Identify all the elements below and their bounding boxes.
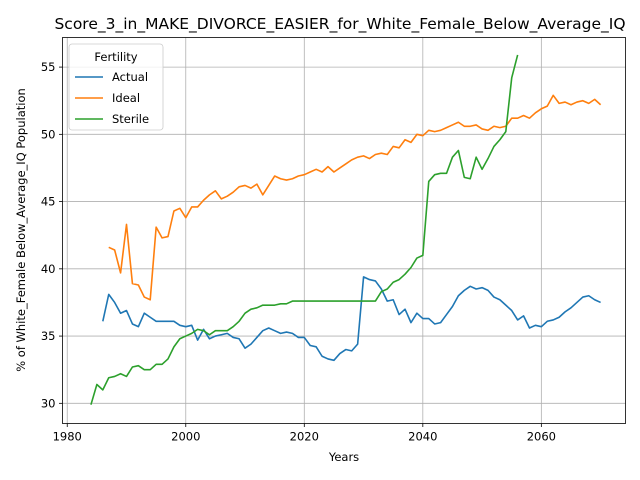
- y-tick-label: 50: [41, 127, 56, 141]
- x-tick-label: 2000: [171, 430, 200, 444]
- y-tick-label: 45: [41, 195, 56, 209]
- legend-label-actual: Actual: [112, 70, 148, 84]
- y-tick-label: 55: [41, 60, 56, 74]
- series-lines: [90, 54, 602, 405]
- x-tick-label: 2060: [527, 430, 556, 444]
- x-tick-label: 1980: [53, 430, 82, 444]
- axis-ticks: 1980 2000 2020 2040 2060 30 35 40 45 50 55: [41, 60, 556, 443]
- y-tick-label: 40: [41, 262, 56, 276]
- y-axis-label: % of White_Female Below_Average_IQ Popul…: [14, 88, 28, 372]
- legend-label-ideal: Ideal: [112, 91, 140, 105]
- x-axis-label: Years: [328, 450, 359, 464]
- x-tick-label: 2040: [408, 430, 437, 444]
- y-tick-label: 30: [41, 396, 56, 410]
- series-line-ideal: [108, 94, 602, 301]
- plot-frame: [62, 37, 626, 424]
- series-line-sterile: [90, 54, 519, 405]
- legend-box: [68, 43, 164, 131]
- legend: Fertility Actual Ideal Sterile: [68, 43, 164, 131]
- x-tick-label: 2020: [290, 430, 319, 444]
- chart-title: Score_3_in_MAKE_DIVORCE_EASIER_for_White…: [54, 15, 625, 34]
- y-tick-label: 35: [41, 329, 56, 343]
- legend-label-sterile: Sterile: [112, 112, 149, 126]
- series-line-actual: [102, 276, 601, 362]
- legend-title: Fertility: [94, 50, 137, 64]
- legend-items: Actual Ideal Sterile: [75, 70, 149, 126]
